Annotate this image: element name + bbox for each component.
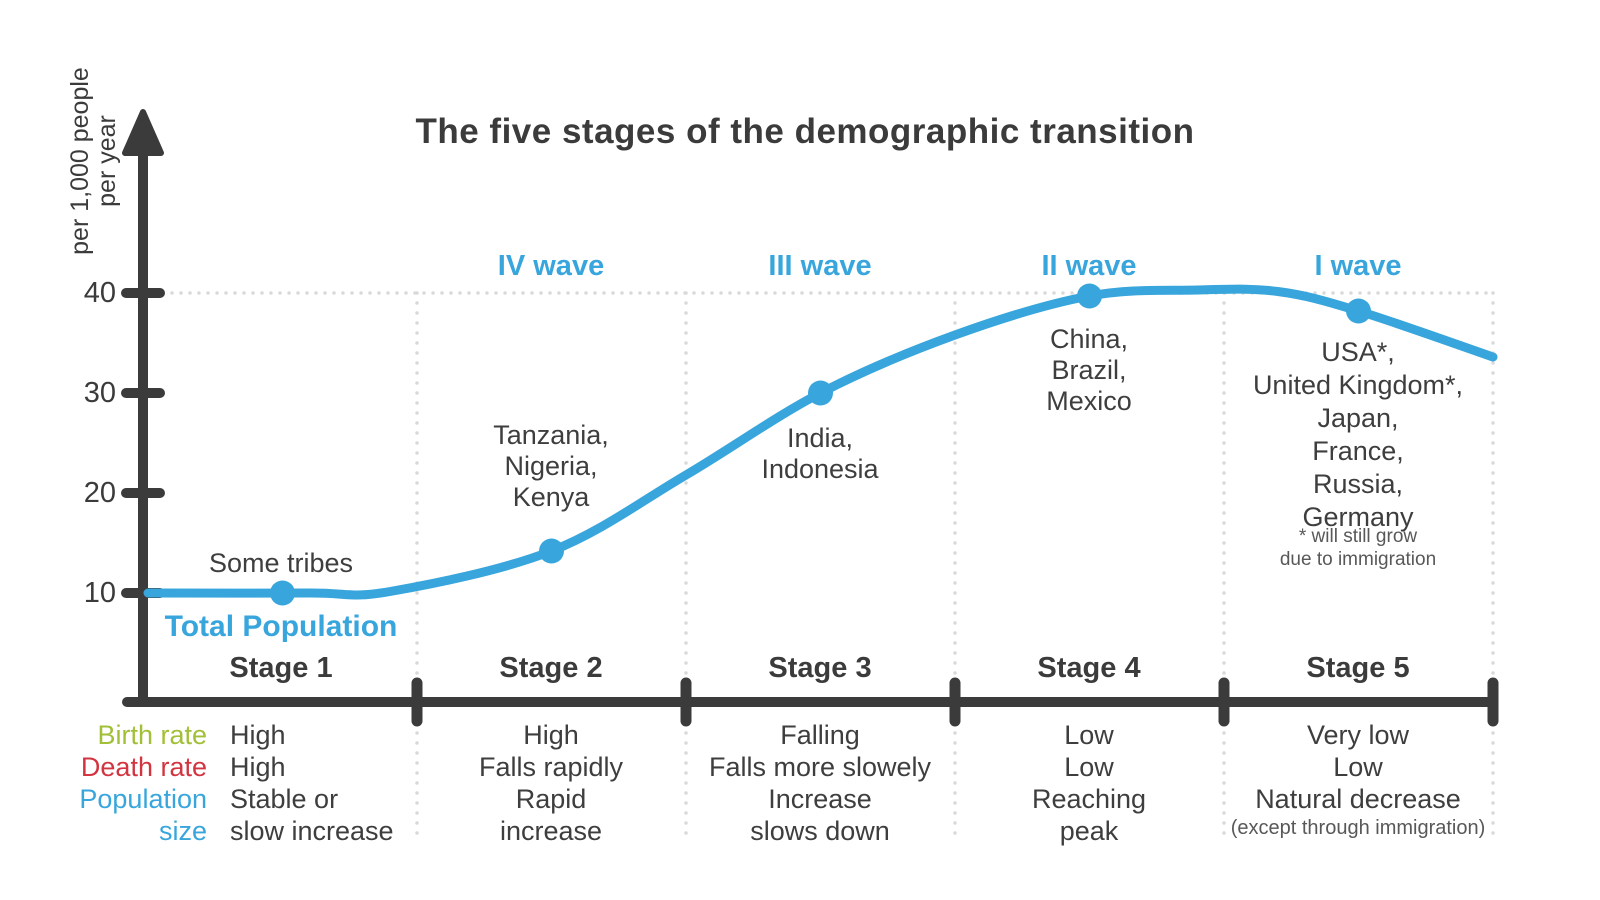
stage2-death-rate: Falls rapidly <box>478 752 624 782</box>
wave-label-stage2: IV wave <box>497 250 605 282</box>
rate-column-stage1: High High Stable or slow increase <box>230 719 394 847</box>
data-point-stage2 <box>539 538 564 564</box>
stage4-population-size: Reaching peak <box>1031 784 1147 846</box>
stage4-death-rate: Low <box>1064 752 1114 782</box>
data-point-stage3 <box>808 380 833 406</box>
stage4-birth-rate: Low <box>1064 720 1114 750</box>
countries-stage4: China, Brazil, Mexico <box>1046 324 1132 416</box>
stage3-birth-rate: Falling <box>780 720 860 750</box>
rate-column-stage3: Falling Falls more slowely Increase slow… <box>709 719 931 847</box>
wave-label-stage5: I wave <box>1314 250 1402 282</box>
rate-column-stage5: Very low Low Natural decrease (except th… <box>1231 719 1486 841</box>
y-axis-unit-label: per 1,000 people per year <box>66 61 121 261</box>
rate-column-stage2: High Falls rapidly Rapid increase <box>479 719 623 847</box>
stage-label-2: Stage 2 <box>499 652 603 684</box>
stage2-population-size: Rapid increase <box>499 784 603 846</box>
y-tick-label-10: 10 <box>83 577 116 609</box>
y-tick-label-40: 40 <box>83 277 116 309</box>
rate-column-stage4: Low Low Reaching peak <box>1032 719 1146 847</box>
countries-stage5: USA*, United Kingdom*, Japan, France, Ru… <box>1252 337 1464 532</box>
data-point-stage5 <box>1346 298 1371 324</box>
chart-title: The five stages of the demographic trans… <box>415 112 1195 151</box>
total-population-legend: Total Population <box>164 610 398 643</box>
y-axis-unit-line2: per year <box>93 115 121 207</box>
stage-label-5: Stage 5 <box>1306 652 1410 684</box>
y-axis-unit-line1: per 1,000 people <box>66 67 94 255</box>
data-point-stage1 <box>270 580 295 606</box>
stage1-birth-rate: High <box>230 720 286 750</box>
stage1-death-rate: High <box>230 752 286 782</box>
stage3-death-rate: Falls more slowely <box>708 752 932 782</box>
stage5-immigration-footnote: * will still grow due to immigration <box>1279 526 1437 570</box>
population-size-row-label: Population size <box>79 784 207 846</box>
y-tick-label-30: 30 <box>83 377 116 409</box>
rate-row-labels: Birth rate Death rate Population size <box>0 719 207 847</box>
some-tribes-note: Some tribes <box>208 548 354 578</box>
data-point-stage4 <box>1077 283 1102 309</box>
stage5-population-note: (except through immigration) <box>1230 817 1486 839</box>
stage5-birth-rate: Very low <box>1306 720 1410 750</box>
countries-stage3: India, Indonesia <box>761 423 879 484</box>
stage-label-1: Stage 1 <box>229 652 333 684</box>
wave-label-stage4: II wave <box>1041 250 1137 282</box>
wave-label-stage3: III wave <box>768 250 872 282</box>
y-axis-arrow-icon <box>122 109 164 156</box>
stage-label-4: Stage 4 <box>1037 652 1141 684</box>
stage2-birth-rate: High <box>523 720 579 750</box>
countries-stage2: Tanzania, Nigeria, Kenya <box>493 420 609 512</box>
stage-label-3: Stage 3 <box>768 652 872 684</box>
stage1-population-size: Stable or slow increase <box>230 784 394 846</box>
birth-rate-row-label: Birth rate <box>97 720 207 750</box>
y-tick-label-20: 20 <box>83 477 116 509</box>
death-rate-row-label: Death rate <box>80 752 207 782</box>
stage3-population-size: Increase slows down <box>750 784 890 846</box>
total-population-curve <box>143 284 1498 600</box>
stage5-death-rate: Low <box>1333 752 1383 782</box>
stage5-population-size: Natural decrease <box>1255 784 1461 814</box>
